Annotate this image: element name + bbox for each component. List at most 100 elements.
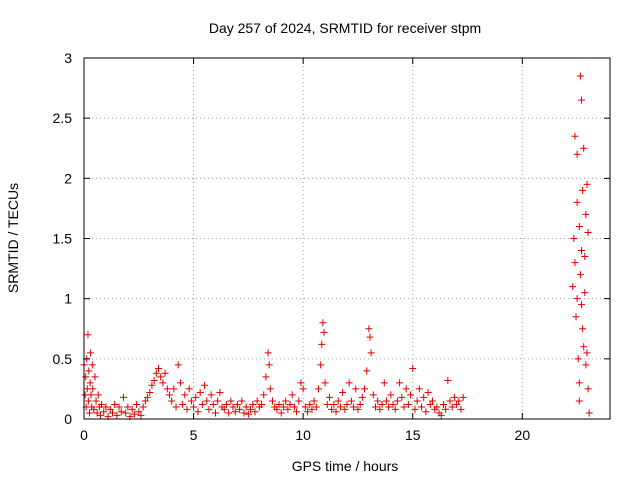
data-point <box>459 393 467 401</box>
data-point <box>446 397 454 405</box>
data-point <box>455 397 463 405</box>
x-tick-label: 5 <box>190 427 198 443</box>
x-tick-label: 10 <box>295 427 311 443</box>
data-point <box>279 403 287 411</box>
data-point <box>130 410 138 418</box>
data-point <box>297 379 305 387</box>
data-point <box>301 403 309 411</box>
data-point <box>304 408 312 416</box>
data-point <box>262 373 270 381</box>
data-point <box>251 408 259 416</box>
data-point <box>124 403 132 411</box>
data-point <box>157 373 165 381</box>
data-point <box>347 397 355 405</box>
data-point <box>240 409 248 417</box>
data-point <box>424 389 432 397</box>
data-point <box>378 401 386 409</box>
data-point <box>253 397 261 405</box>
data-point <box>87 391 95 399</box>
chart-title: Day 257 of 2024, SRMTID for receiver stp… <box>209 20 481 36</box>
data-point <box>582 210 590 218</box>
data-point <box>356 401 364 409</box>
data-point <box>236 405 244 413</box>
data-point <box>96 411 104 419</box>
data-point <box>583 180 591 188</box>
data-point <box>578 247 586 255</box>
data-point <box>582 361 590 369</box>
data-point <box>273 405 281 413</box>
data-point <box>176 379 184 387</box>
data-point <box>393 397 401 405</box>
data-point <box>238 397 246 405</box>
data-point <box>328 405 336 413</box>
data-point <box>428 397 436 405</box>
data-point <box>571 132 579 140</box>
data-point <box>139 403 147 411</box>
data-point <box>306 401 314 409</box>
data-point <box>580 144 588 152</box>
data-point <box>422 408 430 416</box>
x-tick-label: 20 <box>515 427 531 443</box>
data-point <box>415 385 423 393</box>
data-point <box>585 409 593 417</box>
data-point <box>212 409 219 417</box>
data-point <box>571 259 579 267</box>
data-point <box>242 403 250 411</box>
data-point <box>249 401 257 409</box>
data-point <box>84 331 92 339</box>
data-point <box>453 401 461 409</box>
data-point <box>315 385 323 393</box>
data-point <box>578 96 586 104</box>
data-point <box>579 325 587 333</box>
data-point <box>100 408 108 416</box>
data-point <box>426 401 434 409</box>
data-point <box>376 405 384 413</box>
data-point <box>92 397 100 405</box>
data-point <box>380 379 388 387</box>
data-point <box>457 405 465 413</box>
data-point <box>82 373 90 381</box>
y-tick-label: 0.5 <box>53 351 73 367</box>
data-point <box>264 349 272 357</box>
data-point <box>111 401 119 409</box>
data-point <box>106 405 114 413</box>
data-point <box>85 409 93 417</box>
data-point <box>196 389 204 397</box>
data-point <box>265 361 273 369</box>
data-point <box>366 333 374 341</box>
data-point <box>411 405 419 413</box>
data-point <box>413 397 421 405</box>
data-point <box>290 403 298 411</box>
data-point <box>84 397 92 405</box>
data-point <box>363 367 371 375</box>
data-point <box>288 391 296 399</box>
data-point <box>98 401 106 409</box>
data-point <box>128 405 136 413</box>
data-point <box>81 391 89 399</box>
data-point <box>225 409 233 417</box>
plot-frame <box>83 57 611 420</box>
data-point <box>374 397 382 405</box>
data-point <box>137 411 145 419</box>
data-point <box>334 397 342 405</box>
data-point <box>220 405 228 413</box>
data-point <box>209 401 217 409</box>
data-point <box>371 403 379 411</box>
data-point <box>437 411 445 419</box>
data-point <box>584 385 592 393</box>
data-point <box>448 403 456 411</box>
data-point <box>152 369 160 377</box>
data-point <box>87 349 95 357</box>
data-point <box>407 391 415 399</box>
data-point <box>183 405 191 413</box>
data-point <box>233 401 241 409</box>
data-point <box>398 393 406 401</box>
data-point <box>192 393 200 401</box>
data-point <box>88 361 96 369</box>
data-point <box>181 391 189 399</box>
data-point <box>115 403 123 411</box>
data-point <box>581 289 589 297</box>
data-point <box>174 361 182 369</box>
data-point <box>339 389 347 397</box>
data-point <box>168 397 176 405</box>
